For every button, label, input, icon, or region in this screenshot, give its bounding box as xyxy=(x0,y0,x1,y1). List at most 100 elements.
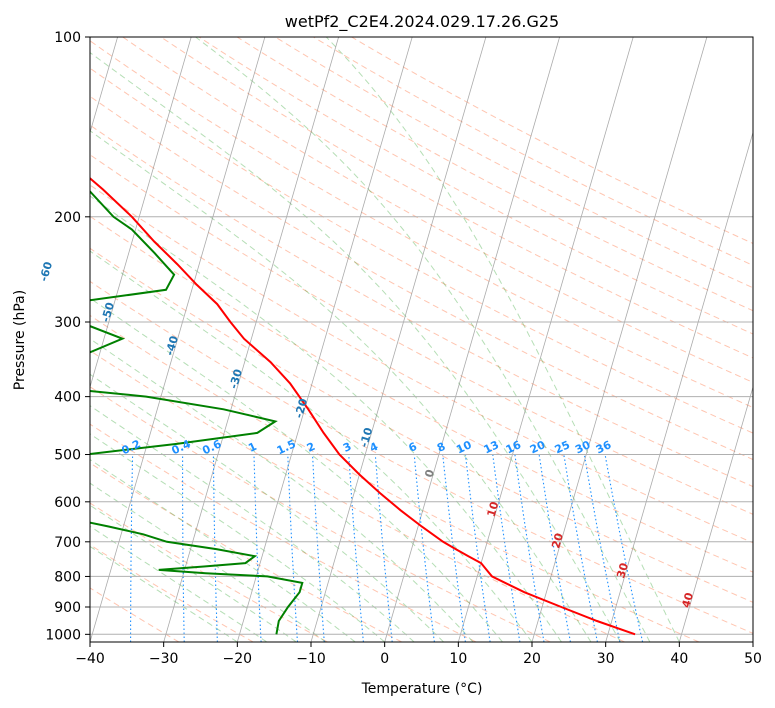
dry-adiabat xyxy=(90,184,753,544)
x-tick-label: −40 xyxy=(75,651,105,667)
isotherm-line xyxy=(163,37,339,642)
dry-adiabat xyxy=(90,215,753,573)
plot-frame xyxy=(89,36,754,643)
mixing-ratio-line xyxy=(464,454,491,642)
moist-adiabat xyxy=(90,433,386,642)
moist-adiabat xyxy=(90,338,474,642)
y-tick-label: 700 xyxy=(54,535,81,551)
moist-adiabat xyxy=(90,297,503,642)
moist-adiabat xyxy=(90,458,356,642)
mixing-ratio-label: 20 xyxy=(528,438,548,456)
moist-adiabat xyxy=(325,37,680,642)
isotherm-line xyxy=(310,37,487,642)
dry-adiabat xyxy=(90,423,477,642)
isotherm-line xyxy=(236,37,413,642)
y-tick-label: 100 xyxy=(54,30,81,46)
mixing-ratio-line xyxy=(182,454,185,642)
x-tick-label: −10 xyxy=(296,651,326,667)
mixing-ratio-label: 25 xyxy=(553,438,572,456)
dry-adiabat xyxy=(90,386,551,642)
temperature-profile-line xyxy=(90,176,636,636)
mixing-ratio-line xyxy=(583,454,621,642)
moist-adiabat xyxy=(90,482,327,642)
mixing-ratio-label: 2 xyxy=(305,440,317,455)
y-axis-label: Pressure (hPa) xyxy=(12,290,28,390)
dry-adiabat xyxy=(90,462,402,642)
mixing-ratio-line xyxy=(130,454,134,642)
mixing-ratio-label: 30 xyxy=(573,438,593,456)
x-tick-label: 40 xyxy=(670,651,688,667)
moist-adiabat xyxy=(90,51,621,642)
isotherm-label: -50 xyxy=(99,301,117,324)
isotherm-line xyxy=(90,37,192,389)
y-tick-label: 300 xyxy=(54,315,81,331)
y-tick-label: 400 xyxy=(54,390,81,406)
dry-adiabat xyxy=(90,349,625,642)
isotherm-line xyxy=(752,640,753,642)
y-tick-label: 900 xyxy=(54,600,81,616)
y-tick-label: 200 xyxy=(54,210,81,226)
isotherm-label: -20 xyxy=(292,397,310,420)
dry-adiabat xyxy=(90,247,753,603)
isotherm-line xyxy=(384,37,560,642)
x-tick-label: −30 xyxy=(149,651,179,667)
isotherm-label: 40 xyxy=(679,591,696,610)
mixing-ratio-label: 1 xyxy=(246,440,258,455)
mixing-ratio-line xyxy=(604,454,644,642)
dry-adiabat xyxy=(90,314,700,642)
isotherm-label: -30 xyxy=(227,367,245,390)
dry-adiabat xyxy=(236,37,753,312)
mixing-ratio-line xyxy=(287,454,299,642)
x-tick-label: 50 xyxy=(744,651,762,667)
background-lines xyxy=(81,37,753,643)
isotherm-label: -60 xyxy=(37,260,55,283)
x-tick-label: −20 xyxy=(223,651,253,667)
isotherm-label: -40 xyxy=(163,334,181,357)
profile-lines xyxy=(90,176,636,636)
x-axis-label: Temperature (°C) xyxy=(361,681,483,697)
mixing-ratio-label: 10 xyxy=(454,438,474,456)
mixing-ratio-line xyxy=(81,455,86,643)
mixing-ratio-label: 16 xyxy=(504,438,524,456)
dry-adiabat xyxy=(90,40,753,409)
isotherm-line xyxy=(531,37,708,642)
moist-adiabat xyxy=(90,195,562,642)
dewpoint-profile-line xyxy=(90,189,304,635)
isotherm-label: 0 xyxy=(422,468,437,479)
moist-adiabat xyxy=(90,405,415,642)
mixing-ratio-label: 6 xyxy=(407,440,420,455)
isotherm-label: -10 xyxy=(357,426,375,449)
mixing-ratio-label: 3 xyxy=(341,440,353,455)
dry-adiabat xyxy=(90,544,254,642)
dry-adiabat xyxy=(90,124,753,488)
dry-adiabat xyxy=(90,67,753,434)
moist-adiabat xyxy=(90,130,592,642)
mixing-ratio-line xyxy=(514,454,545,642)
mixing-ratio-label: 36 xyxy=(594,438,614,456)
x-tick-label: 0 xyxy=(380,651,389,667)
moist-adiabat xyxy=(90,250,533,642)
isotherm-label: 30 xyxy=(614,561,631,580)
dry-adiabat xyxy=(122,37,753,383)
moist-adiabat xyxy=(90,373,444,642)
isotherm-line xyxy=(90,37,266,642)
isotherm-label: 20 xyxy=(549,531,566,550)
dry-adiabat xyxy=(90,280,753,634)
moist-adiabat xyxy=(90,504,297,642)
dry-adiabat xyxy=(90,502,328,642)
mixing-ratio-label: 13 xyxy=(482,438,501,456)
dry-adiabat xyxy=(275,37,753,289)
isotherm-line xyxy=(678,385,753,642)
axes: −40 −30 −20 −10 0 10 20 30 40 50 100 200 300 400 500 6 0… xyxy=(45,30,762,667)
isotherm-line xyxy=(457,37,634,642)
y-tick-label: 500 xyxy=(54,448,81,464)
isotherm-line xyxy=(605,131,753,642)
mixing-ratio-line xyxy=(253,454,262,642)
chart-title: wetPf2_C2E4.2024.029.17.26.G25 xyxy=(285,12,559,32)
x-tick-label: 20 xyxy=(523,651,541,667)
dry-adiabat xyxy=(160,37,753,359)
y-tick-label: 800 xyxy=(54,569,81,585)
x-tick-label: 30 xyxy=(597,651,615,667)
mixing-ratio-line xyxy=(311,454,325,642)
